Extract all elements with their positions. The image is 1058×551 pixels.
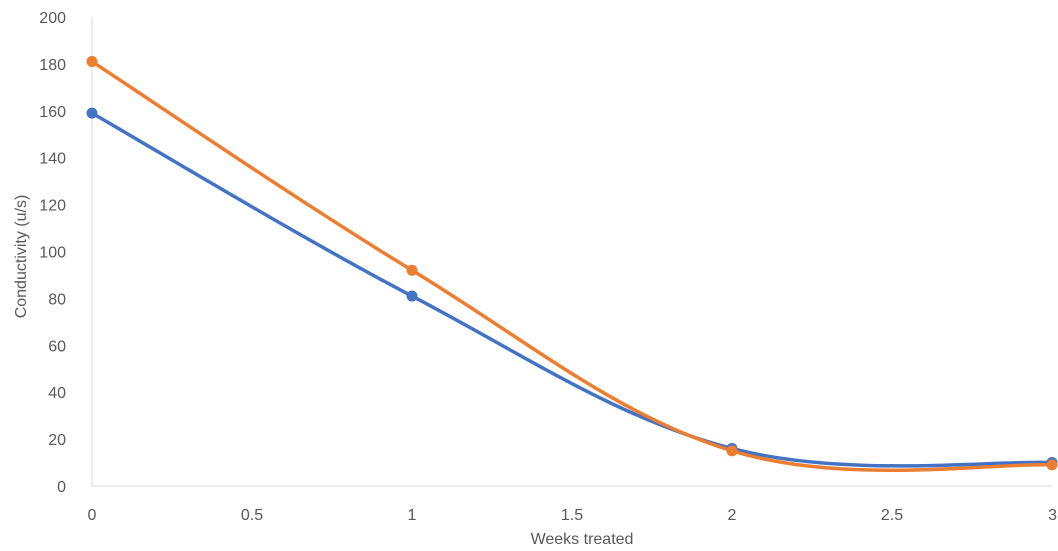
series-points (86, 56, 1058, 471)
axes (91, 17, 1052, 487)
series-lines (90, 59, 1054, 473)
x-axis-title: Weeks treated (531, 531, 634, 548)
x-tick-label: 1.5 (561, 507, 583, 524)
y-tick-label: 20 (48, 432, 66, 449)
y-tick-label: 60 (48, 338, 66, 355)
y-tick-label: 160 (39, 104, 66, 121)
y-tick-label: 200 (39, 10, 66, 27)
y-tick-label: 120 (39, 198, 66, 215)
data-point-series-1 (86, 107, 98, 119)
y-tick-label: 80 (48, 291, 66, 308)
x-tick-label: 3 (1048, 507, 1057, 524)
series-line-2 (90, 59, 1054, 473)
y-tick-label: 40 (48, 385, 66, 402)
series-line-1 (90, 111, 1054, 468)
x-tick-label: 2.5 (881, 507, 903, 524)
x-tick-label: 2 (728, 507, 737, 524)
data-point-series-2 (406, 264, 418, 276)
data-point-series-2 (86, 56, 98, 68)
y-tick-label: 140 (39, 151, 66, 168)
x-tick-label: 0.5 (241, 507, 263, 524)
y-axis-title: Conductivity (u/s) (13, 195, 30, 319)
y-tick-label: 0 (57, 479, 66, 496)
y-tick-labels: 0 20 40 60 80 100 120 140 160 180 200 (39, 10, 66, 496)
y-tick-label: 180 (39, 57, 66, 74)
data-point-series-2 (726, 445, 738, 457)
x-tick-labels: 0 0.5 1 1.5 2 2.5 3 (88, 507, 1058, 524)
x-tick-label: 0 (88, 507, 97, 524)
data-point-series-2 (1046, 459, 1058, 471)
y-tick-label: 100 (39, 245, 66, 262)
data-point-series-1 (406, 290, 418, 302)
x-tick-label: 1 (408, 507, 417, 524)
